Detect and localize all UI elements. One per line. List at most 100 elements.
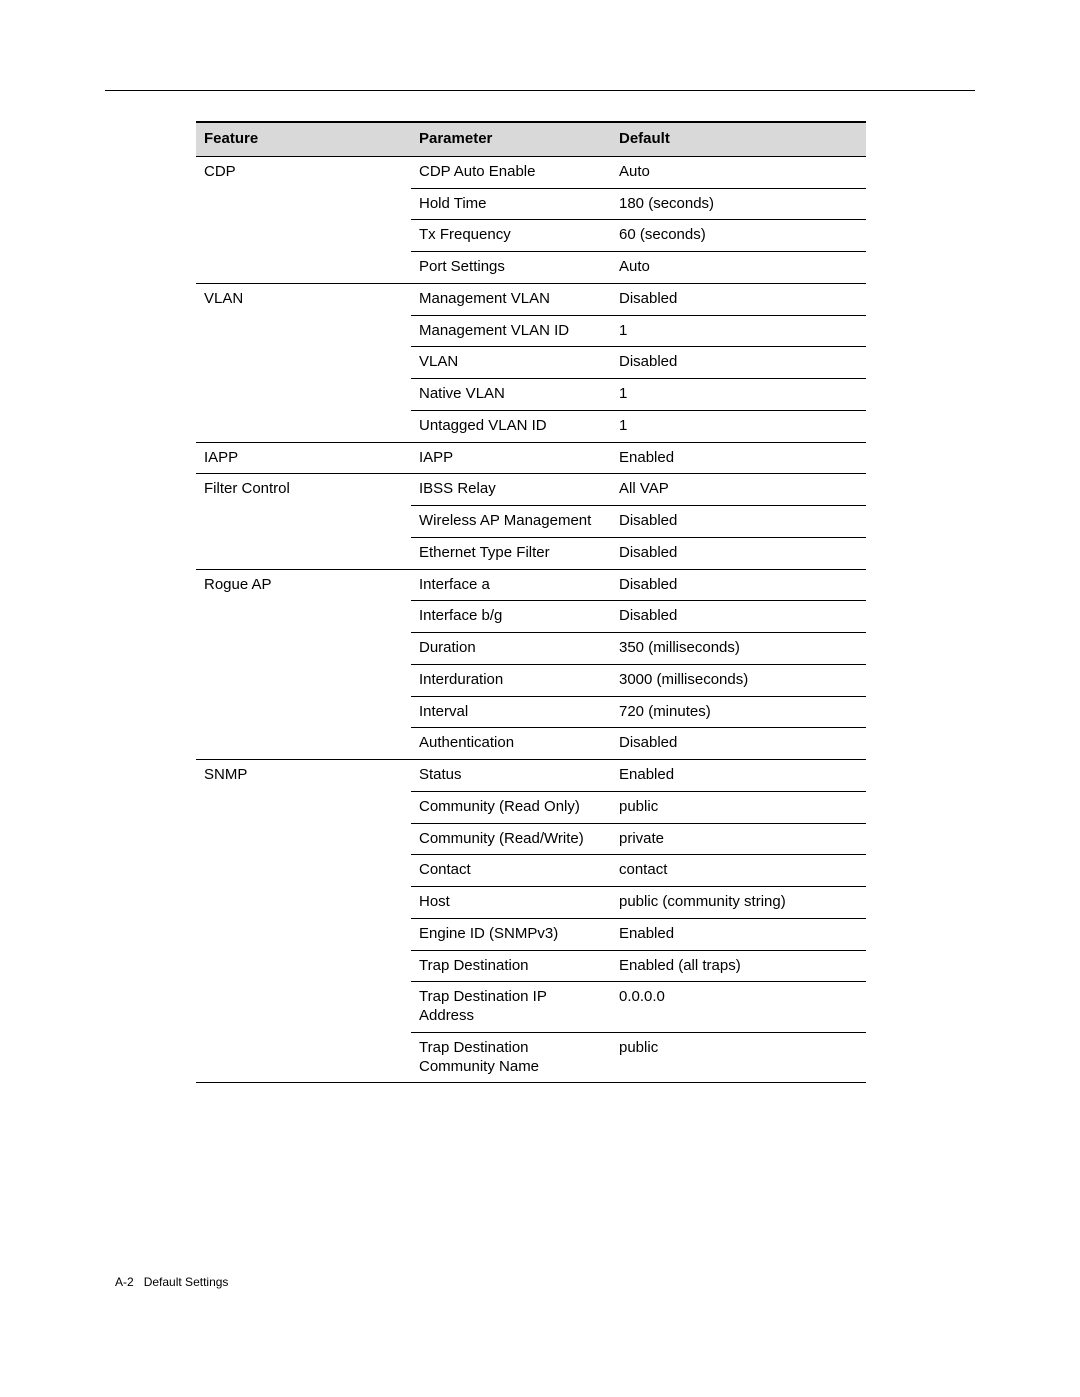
cell-default: 60 (seconds) — [611, 220, 866, 252]
cell-parameter: Trap Destination — [411, 950, 611, 982]
cell-default: Enabled — [611, 918, 866, 950]
cell-feature: Filter Control — [196, 474, 411, 506]
cell-default: 3000 (milliseconds) — [611, 664, 866, 696]
cell-default: public — [611, 791, 866, 823]
table-body: CDPCDP Auto EnableAutoHold Time180 (seco… — [196, 156, 866, 1083]
cell-parameter: Port Settings — [411, 252, 611, 284]
page: Feature Parameter Default CDPCDP Auto En… — [0, 0, 1080, 1083]
cell-parameter: Authentication — [411, 728, 611, 760]
cell-parameter: Status — [411, 760, 611, 792]
table-row: VLANDisabled — [196, 347, 866, 379]
table-row: Duration350 (milliseconds) — [196, 633, 866, 665]
cell-default: Enabled — [611, 760, 866, 792]
cell-parameter: VLAN — [411, 347, 611, 379]
cell-default: Disabled — [611, 283, 866, 315]
cell-parameter: Tx Frequency — [411, 220, 611, 252]
cell-default: Disabled — [611, 537, 866, 569]
cell-feature — [196, 220, 411, 252]
cell-default: Enabled (all traps) — [611, 950, 866, 982]
cell-feature — [196, 950, 411, 982]
cell-parameter: Interface a — [411, 569, 611, 601]
column-header-feature: Feature — [196, 122, 411, 156]
cell-default: Auto — [611, 156, 866, 188]
table-row: Tx Frequency60 (seconds) — [196, 220, 866, 252]
cell-default: 1 — [611, 315, 866, 347]
cell-parameter: Management VLAN — [411, 283, 611, 315]
cell-parameter: Contact — [411, 855, 611, 887]
cell-parameter: Native VLAN — [411, 379, 611, 411]
cell-default: public — [611, 1032, 866, 1083]
table-row: Interval720 (minutes) — [196, 696, 866, 728]
cell-feature: VLAN — [196, 283, 411, 315]
table-header-row: Feature Parameter Default — [196, 122, 866, 156]
table-row: Community (Read/Write)private — [196, 823, 866, 855]
cell-feature — [196, 188, 411, 220]
table-row: Filter ControlIBSS RelayAll VAP — [196, 474, 866, 506]
cell-feature — [196, 696, 411, 728]
cell-default: 720 (minutes) — [611, 696, 866, 728]
cell-feature — [196, 664, 411, 696]
cell-default: Disabled — [611, 728, 866, 760]
cell-feature — [196, 791, 411, 823]
table-row: Wireless AP ManagementDisabled — [196, 506, 866, 538]
cell-default: 180 (seconds) — [611, 188, 866, 220]
cell-parameter: Engine ID (SNMPv3) — [411, 918, 611, 950]
cell-parameter: Community (Read/Write) — [411, 823, 611, 855]
cell-feature — [196, 918, 411, 950]
cell-default: 1 — [611, 410, 866, 442]
cell-default: Disabled — [611, 569, 866, 601]
table-row: AuthenticationDisabled — [196, 728, 866, 760]
cell-feature — [196, 347, 411, 379]
cell-feature — [196, 506, 411, 538]
cell-parameter: IAPP — [411, 442, 611, 474]
cell-default: public (community string) — [611, 887, 866, 919]
cell-parameter: Host — [411, 887, 611, 919]
cell-feature — [196, 252, 411, 284]
cell-parameter: Community (Read Only) — [411, 791, 611, 823]
cell-default: private — [611, 823, 866, 855]
table-row: Hostpublic (community string) — [196, 887, 866, 919]
table-row: Ethernet Type FilterDisabled — [196, 537, 866, 569]
cell-default: contact — [611, 855, 866, 887]
cell-feature — [196, 379, 411, 411]
cell-parameter: Hold Time — [411, 188, 611, 220]
cell-feature — [196, 887, 411, 919]
page-footer: A-2 Default Settings — [115, 1275, 228, 1289]
default-settings-table: Feature Parameter Default CDPCDP Auto En… — [196, 121, 866, 1083]
cell-feature: SNMP — [196, 760, 411, 792]
cell-feature — [196, 728, 411, 760]
cell-feature: CDP — [196, 156, 411, 188]
cell-default: Disabled — [611, 506, 866, 538]
footer-page-number: A-2 — [115, 1275, 134, 1289]
table-row: SNMPStatusEnabled — [196, 760, 866, 792]
cell-feature — [196, 823, 411, 855]
cell-default: Enabled — [611, 442, 866, 474]
cell-feature — [196, 1032, 411, 1083]
table-row: Rogue APInterface aDisabled — [196, 569, 866, 601]
table-row: VLANManagement VLANDisabled — [196, 283, 866, 315]
cell-default: All VAP — [611, 474, 866, 506]
cell-feature — [196, 315, 411, 347]
table-row: Engine ID (SNMPv3)Enabled — [196, 918, 866, 950]
table-row: Port SettingsAuto — [196, 252, 866, 284]
cell-parameter: Trap Destination IP Address — [411, 982, 611, 1033]
cell-parameter: Trap Destination Community Name — [411, 1032, 611, 1083]
cell-default: Disabled — [611, 601, 866, 633]
column-header-parameter: Parameter — [411, 122, 611, 156]
cell-feature — [196, 601, 411, 633]
cell-parameter: Untagged VLAN ID — [411, 410, 611, 442]
table-row: Community (Read Only)public — [196, 791, 866, 823]
cell-default: Disabled — [611, 347, 866, 379]
table-row: Untagged VLAN ID1 — [196, 410, 866, 442]
cell-parameter: Interduration — [411, 664, 611, 696]
cell-default: 350 (milliseconds) — [611, 633, 866, 665]
cell-parameter: IBSS Relay — [411, 474, 611, 506]
column-header-default: Default — [611, 122, 866, 156]
cell-feature — [196, 982, 411, 1033]
table-row: Interduration3000 (milliseconds) — [196, 664, 866, 696]
table-row: Trap Destination IP Address0.0.0.0 — [196, 982, 866, 1033]
table-row: Contactcontact — [196, 855, 866, 887]
table-row: Native VLAN1 — [196, 379, 866, 411]
table-row: IAPPIAPPEnabled — [196, 442, 866, 474]
table-row: Trap Destination Community Namepublic — [196, 1032, 866, 1083]
